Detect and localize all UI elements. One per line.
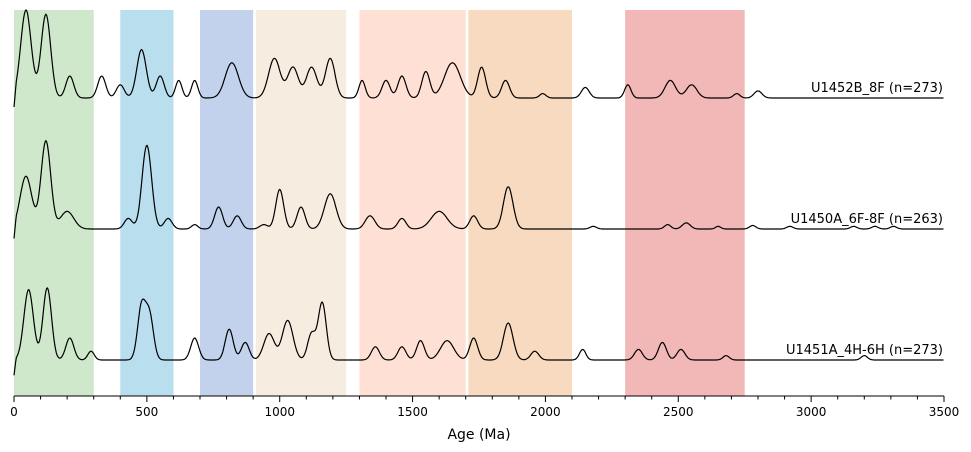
x-axis-title: Age (Ma) <box>447 427 510 443</box>
kde-curve-2 <box>13 287 944 376</box>
series-labels: U1452B_8F (n=273) U1450A_6F-8F (n=263) U14… <box>786 81 943 358</box>
x-tick-label: 0 <box>10 405 18 419</box>
series-label-2: U1451A_4H-6H (n=273) <box>786 343 943 358</box>
age-band-4 <box>359 10 466 396</box>
x-tick-label: 2500 <box>663 405 694 419</box>
kde-curve-0 <box>13 9 944 108</box>
series-label-0: U1452B_8F (n=273) <box>811 81 943 96</box>
x-tick-label: 1000 <box>264 405 295 419</box>
x-tick-label: 3000 <box>796 405 827 419</box>
age-bands <box>14 10 745 396</box>
age-band-6 <box>625 10 745 396</box>
kde-curve-1 <box>13 139 944 239</box>
x-tick-label: 500 <box>135 405 158 419</box>
x-tick-label: 2000 <box>530 405 561 419</box>
kde-curves <box>13 9 944 376</box>
age-band-3 <box>255 10 347 396</box>
x-tick-label: 3500 <box>929 405 960 419</box>
x-axis: 0 500 1000 1500 2000 2500 3000 3500 <box>10 395 960 419</box>
age-band-2 <box>200 10 254 396</box>
series-label-1: U1450A_6F-8F (n=263) <box>791 212 943 227</box>
age-band-1 <box>120 10 174 396</box>
age-band-5 <box>468 10 572 396</box>
x-tick-label: 1500 <box>397 405 428 419</box>
